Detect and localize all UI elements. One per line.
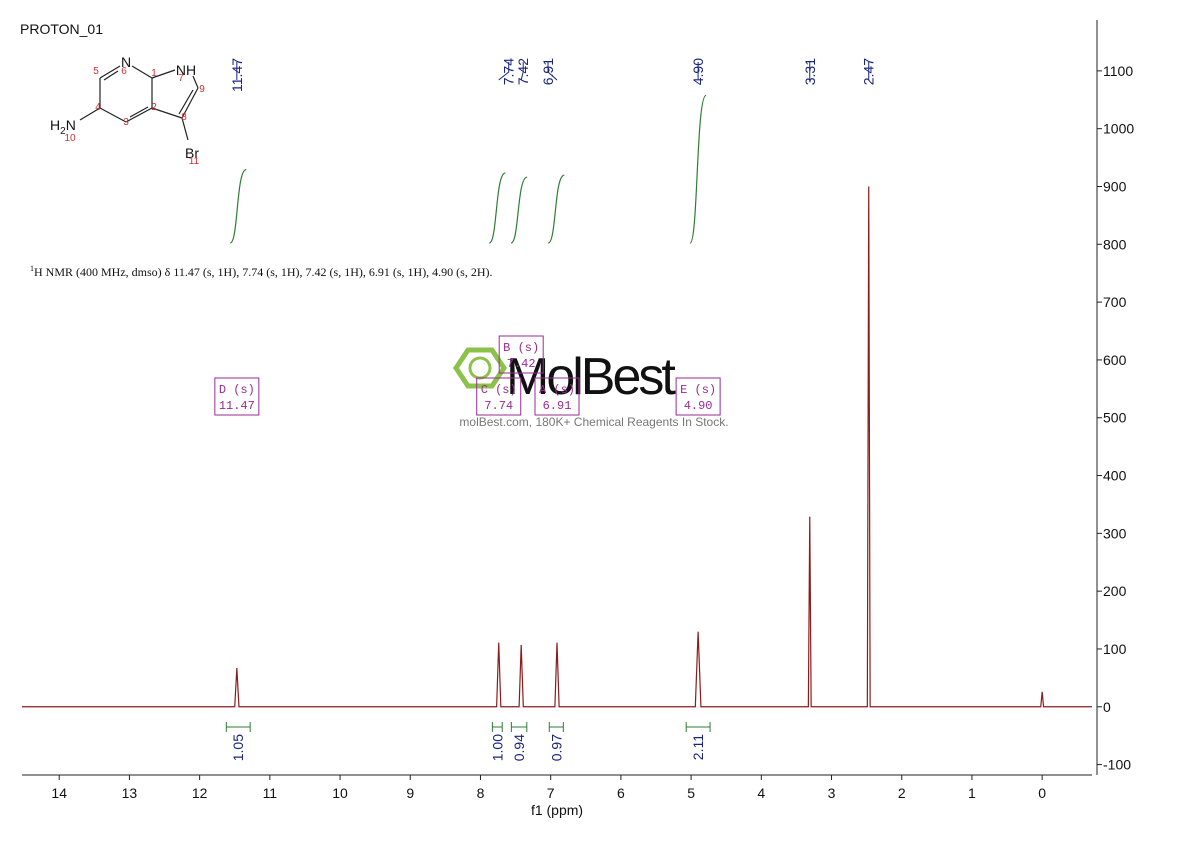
peak-label: 2.47 bbox=[861, 58, 877, 85]
multiplet-name: A (s) bbox=[539, 383, 575, 397]
atom-label-part: N bbox=[66, 117, 76, 133]
peak-label: 11.47 bbox=[229, 58, 245, 92]
peak-label: 7.74 bbox=[501, 58, 517, 85]
x-tick-label: 14 bbox=[51, 785, 67, 801]
multiplet-name: C (s) bbox=[481, 383, 517, 397]
atom-label: H2N bbox=[50, 117, 76, 137]
multiplet-box bbox=[534, 377, 580, 416]
integral-label: 0.94 bbox=[511, 734, 527, 761]
integral-curve bbox=[488, 172, 506, 244]
integral-curve bbox=[510, 176, 528, 244]
atom-number: 6 bbox=[121, 66, 127, 77]
y-tick-label: 300 bbox=[1103, 525, 1127, 541]
y-tick-label: 600 bbox=[1103, 352, 1127, 368]
integral-curve bbox=[547, 174, 565, 244]
integral-bracket bbox=[685, 722, 711, 732]
peak-label-leader bbox=[498, 62, 510, 81]
x-axis-label: f1 (ppm) bbox=[531, 802, 583, 818]
chart-title: PROTON_01 bbox=[20, 21, 103, 37]
x-tick-label: 5 bbox=[687, 785, 695, 801]
atom-number: 10 bbox=[64, 133, 76, 144]
multiplet-box bbox=[498, 335, 544, 374]
y-tick-label: 1100 bbox=[1103, 63, 1133, 79]
integral-bracket bbox=[491, 722, 503, 732]
integral-curve bbox=[689, 94, 707, 244]
watermark-tagline: molBest.com, 180K+ Chemical Reagents In … bbox=[459, 415, 728, 429]
integral-label: 1.00 bbox=[489, 734, 505, 761]
multiplet-shift: 7.74 bbox=[484, 399, 513, 413]
atom-number: 2 bbox=[151, 102, 157, 113]
x-tick-label: 0 bbox=[1038, 785, 1046, 801]
x-tick-label: 3 bbox=[828, 785, 836, 801]
atom-label: Br bbox=[185, 145, 199, 161]
atom-label: NH bbox=[176, 62, 196, 78]
integral-bracket bbox=[510, 722, 528, 732]
peak-label: 4.90 bbox=[690, 58, 706, 85]
x-tick-label: 6 bbox=[617, 785, 625, 801]
y-tick-label: 500 bbox=[1103, 410, 1127, 426]
watermark-logo bbox=[452, 347, 508, 389]
x-tick-label: 10 bbox=[332, 785, 348, 801]
x-tick-label: 11 bbox=[263, 785, 278, 801]
atom-number: 3 bbox=[123, 117, 129, 128]
y-tick-label: -100 bbox=[1103, 757, 1131, 773]
y-tick-label: 1000 bbox=[1103, 121, 1134, 137]
atom-number: 11 bbox=[189, 156, 200, 167]
y-tick-label: 200 bbox=[1103, 583, 1127, 599]
multiplet-name: E (s) bbox=[680, 383, 716, 397]
multiplet-box bbox=[675, 377, 721, 416]
atom-label-part: 2 bbox=[60, 126, 66, 137]
multiplet-box bbox=[476, 377, 522, 416]
y-tick-label: 800 bbox=[1103, 236, 1127, 252]
peak-label: 6.91 bbox=[540, 58, 556, 85]
x-tick-label: 4 bbox=[757, 785, 765, 801]
atom-number: 5 bbox=[93, 66, 99, 77]
atom-number: 9 bbox=[199, 84, 205, 95]
atom-number: 8 bbox=[181, 112, 187, 123]
x-tick-label: 2 bbox=[898, 785, 906, 801]
integral-curve bbox=[229, 168, 247, 244]
watermark-logo-ring bbox=[468, 356, 492, 380]
atom-label-part: H bbox=[50, 117, 60, 133]
y-tick-label: 900 bbox=[1103, 178, 1127, 194]
multiplet-name: D (s) bbox=[219, 383, 255, 397]
y-tick-label: 0 bbox=[1103, 699, 1111, 715]
atom-number: 7 bbox=[178, 73, 184, 84]
multiplet-shift: 11.47 bbox=[219, 399, 255, 413]
y-tick-label: 100 bbox=[1103, 641, 1127, 657]
atom-number: 4 bbox=[95, 102, 101, 113]
x-tick-label: 13 bbox=[122, 785, 138, 801]
integral-label: 0.97 bbox=[548, 734, 564, 761]
atom-number: 1 bbox=[151, 68, 157, 79]
x-tick-label: 7 bbox=[547, 785, 555, 801]
y-tick-label: 400 bbox=[1103, 468, 1127, 484]
spectrum-line bbox=[22, 186, 1092, 708]
nmr-description: 1H NMR (400 MHz, dmso) δ 11.47 (s, 1H), … bbox=[30, 264, 493, 279]
x-tick-label: 9 bbox=[406, 785, 414, 801]
x-tick-label: 12 bbox=[192, 785, 208, 801]
peak-label-leader bbox=[547, 62, 558, 81]
integral-label: 1.05 bbox=[230, 734, 246, 761]
integral-bracket bbox=[548, 722, 564, 732]
x-tick-label: 8 bbox=[477, 785, 485, 801]
peak-label: 7.42 bbox=[515, 58, 531, 85]
multiplet-shift: 7.42 bbox=[507, 357, 536, 371]
x-tick-label: 1 bbox=[968, 785, 976, 801]
peak-label: 3.31 bbox=[802, 58, 818, 85]
atom-label: N bbox=[121, 54, 131, 70]
integral-label: 2.11 bbox=[690, 734, 706, 760]
multiplet-name: B (s) bbox=[503, 341, 539, 355]
multiplet-box bbox=[214, 377, 260, 416]
peak-label-leader bbox=[520, 62, 524, 81]
y-tick-label: 700 bbox=[1103, 294, 1127, 310]
multiplet-shift: 4.90 bbox=[684, 399, 713, 413]
structure-bonds bbox=[79, 65, 199, 141]
multiplet-shift: 6.91 bbox=[543, 399, 572, 413]
integral-bracket bbox=[225, 722, 251, 732]
